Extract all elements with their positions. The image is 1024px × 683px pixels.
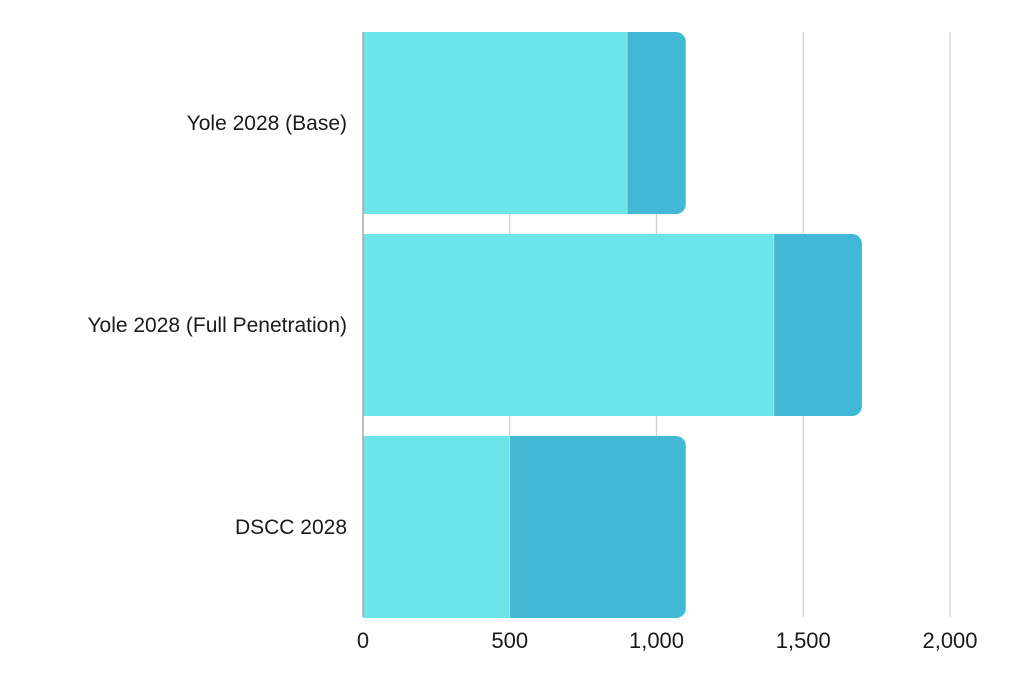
bar-group-0 (363, 32, 686, 214)
bar-group-2 (363, 436, 686, 618)
x-tick-labels: 0 500 1,000 1,500 2,000 (357, 628, 978, 653)
bars (363, 32, 862, 618)
bar-1-segment-1 (773, 234, 862, 416)
bar-0-segment-0 (363, 32, 628, 214)
category-label-1: Yole 2028 (Full Penetration) (87, 314, 347, 337)
x-tick-label-2: 1,000 (629, 628, 684, 653)
bar-2-segment-1 (509, 436, 686, 618)
bar-0-segment-1 (627, 32, 686, 214)
category-label-0: Yole 2028 (Base) (187, 112, 347, 135)
category-labels: Yole 2028 (Base) Yole 2028 (Full Penetrat… (87, 112, 347, 539)
bar-group-1 (363, 234, 862, 416)
x-tick-label-0: 0 (357, 628, 369, 653)
x-tick-label-4: 2,000 (922, 628, 977, 653)
x-tick-label-1: 500 (491, 628, 528, 653)
bar-1-segment-0 (363, 234, 774, 416)
bar-2-segment-0 (363, 436, 510, 618)
category-label-2: DSCC 2028 (235, 516, 347, 539)
x-tick-label-3: 1,500 (776, 628, 831, 653)
